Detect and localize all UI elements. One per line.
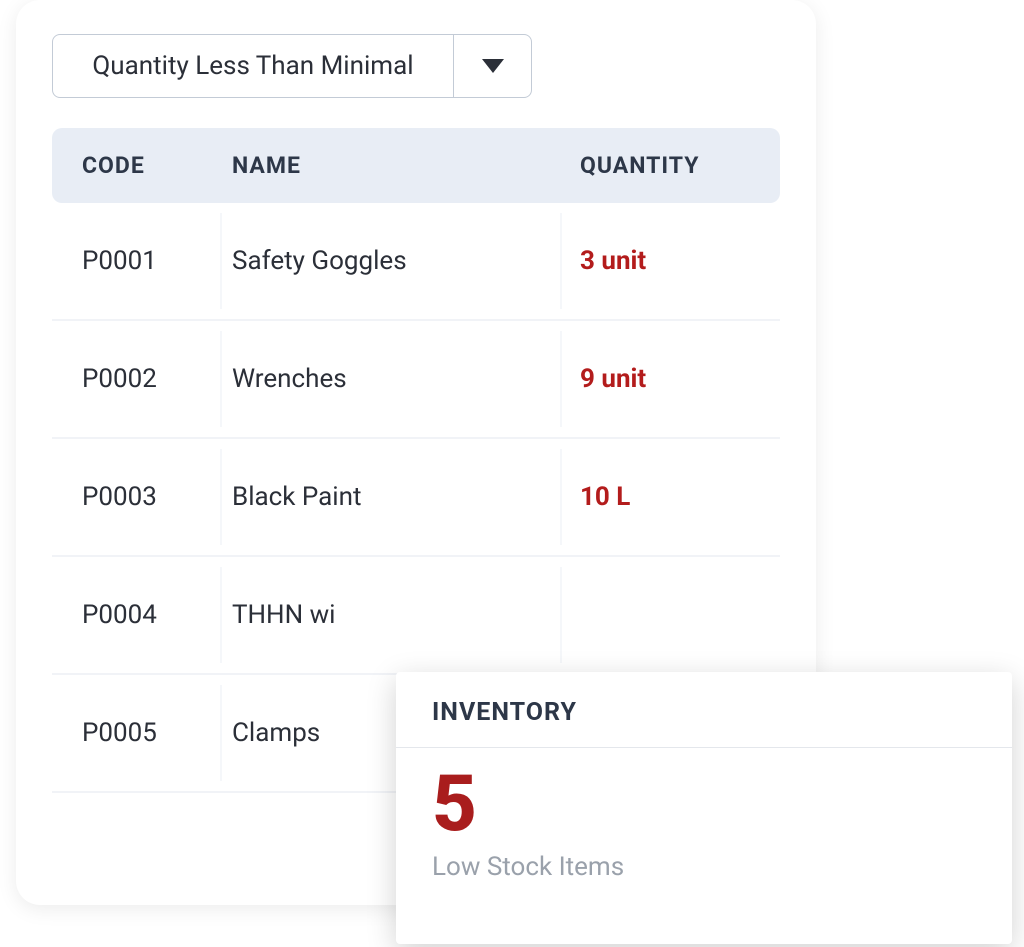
chevron-down-icon [482,59,504,73]
col-header-name: NAME [222,152,570,179]
filter-dropdown[interactable]: Quantity Less Than Minimal [52,34,532,98]
cell-name: THHN wi [222,600,570,630]
col-header-code: CODE [52,152,222,179]
cell-code: P0001 [52,246,222,276]
table-row[interactable]: P0003 Black Paint 10 L [52,439,780,557]
cell-name: Safety Goggles [222,246,570,276]
filter-toggle[interactable] [453,35,531,97]
cell-name: Black Paint [222,482,570,512]
summary-subtitle: Low Stock Items [432,852,976,882]
col-header-quantity: QUANTITY [570,152,780,179]
cell-quantity: 3 unit [570,246,780,276]
summary-count: 5 [432,766,976,844]
cell-quantity: 10 L [570,482,780,512]
cell-quantity: 9 unit [570,364,780,394]
summary-title: INVENTORY [432,698,976,727]
inventory-summary-card: INVENTORY 5 Low Stock Items [396,672,1012,944]
summary-body: 5 Low Stock Items [396,748,1012,882]
table-row[interactable]: P0002 Wrenches 9 unit [52,321,780,439]
summary-header: INVENTORY [396,672,1012,748]
cell-code: P0004 [52,600,222,630]
table-header-row: CODE NAME QUANTITY [52,128,780,203]
cell-name: Wrenches [222,364,570,394]
cell-code: P0002 [52,364,222,394]
cell-code: P0003 [52,482,222,512]
table-row[interactable]: P0001 Safety Goggles 3 unit [52,203,780,321]
table-row[interactable]: P0004 THHN wi [52,557,780,675]
cell-code: P0005 [52,718,222,748]
filter-selected-label: Quantity Less Than Minimal [53,35,453,97]
